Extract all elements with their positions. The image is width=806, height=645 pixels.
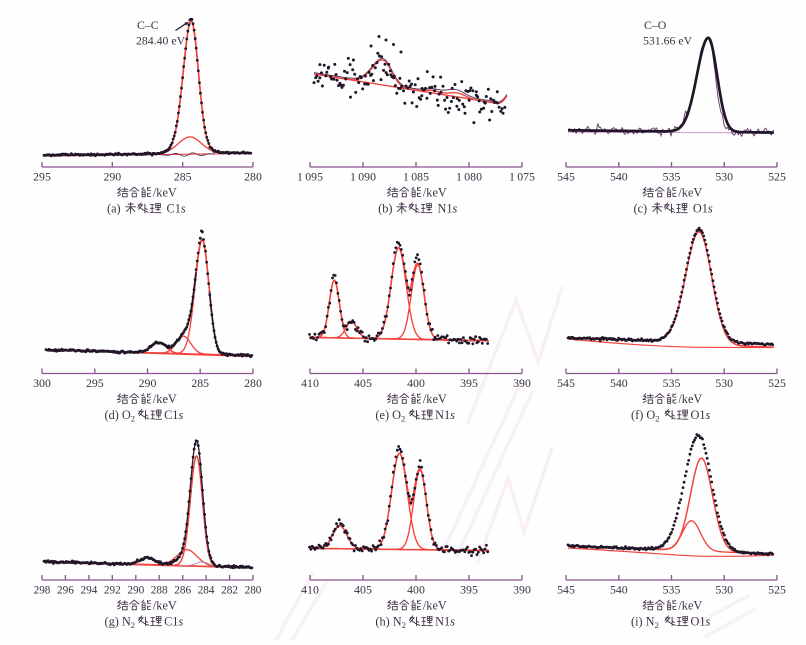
svg-text:390: 390 (513, 376, 531, 390)
svg-text:/keV: /keV (678, 599, 702, 613)
svg-text:/keV: /keV (678, 186, 702, 200)
svg-text:535: 535 (663, 376, 681, 390)
svg-text:390: 390 (513, 583, 531, 597)
svg-text:N1s: N1s (438, 202, 458, 216)
svg-text:531.66 eV: 531.66 eV (643, 34, 693, 48)
svg-text:/keV: /keV (423, 392, 447, 406)
svg-text:C1s: C1s (164, 408, 183, 422)
svg-text:/keV: /keV (423, 186, 447, 200)
svg-text:540: 540 (610, 583, 628, 597)
svg-text:296: 296 (57, 585, 74, 597)
svg-text:/keV: /keV (153, 186, 177, 200)
svg-text:395: 395 (460, 376, 478, 390)
svg-text:1 090: 1 090 (350, 170, 376, 184)
svg-text:1 085: 1 085 (403, 170, 429, 184)
svg-text:O1s: O1s (691, 408, 711, 422)
svg-text:530: 530 (715, 583, 733, 597)
svg-text:295: 295 (33, 170, 51, 184)
svg-text:525: 525 (768, 376, 786, 390)
svg-text:1 075: 1 075 (509, 170, 535, 184)
svg-text:300: 300 (33, 376, 51, 390)
svg-text:N1s: N1s (435, 408, 455, 422)
svg-text:290: 290 (103, 170, 121, 184)
svg-text:395: 395 (460, 583, 478, 597)
svg-text:O1s: O1s (693, 202, 713, 216)
svg-text:285: 285 (191, 376, 209, 390)
svg-text:(e) O2: (e) O2 (375, 408, 405, 424)
svg-text:286: 286 (174, 585, 191, 597)
svg-text:(d) O2: (d) O2 (105, 408, 136, 424)
svg-text:290: 290 (139, 376, 157, 390)
svg-text:410: 410 (301, 376, 319, 390)
svg-text:N1s: N1s (435, 615, 455, 629)
svg-text:410: 410 (301, 583, 319, 597)
svg-text:/keV: /keV (423, 599, 447, 613)
svg-text:C–O: C–O (644, 18, 667, 32)
svg-text:405: 405 (354, 583, 372, 597)
svg-text:(h) N2: (h) N2 (375, 615, 406, 631)
svg-text:280: 280 (244, 376, 262, 390)
svg-text:292: 292 (104, 585, 121, 597)
svg-text:284: 284 (198, 585, 215, 597)
svg-text:288: 288 (151, 585, 168, 597)
svg-text:545: 545 (557, 583, 575, 597)
svg-text:525: 525 (768, 170, 786, 184)
svg-text:290: 290 (127, 585, 144, 597)
svg-text:530: 530 (715, 376, 733, 390)
svg-text:525: 525 (768, 583, 786, 597)
svg-text:282: 282 (221, 585, 238, 597)
svg-text:/keV: /keV (153, 392, 177, 406)
svg-text:400: 400 (407, 583, 425, 597)
svg-text:/keV: /keV (678, 392, 702, 406)
svg-text:(c): (c) (634, 202, 648, 216)
svg-text:535: 535 (663, 170, 681, 184)
svg-text:545: 545 (557, 376, 575, 390)
svg-text:O1s: O1s (691, 615, 711, 629)
svg-text:(g) N2: (g) N2 (105, 615, 136, 631)
svg-text:C1s: C1s (164, 615, 183, 629)
svg-text:1 080: 1 080 (456, 170, 482, 184)
svg-text:/keV: /keV (153, 599, 177, 613)
svg-text:540: 540 (610, 376, 628, 390)
svg-text:530: 530 (715, 170, 733, 184)
svg-text:(b): (b) (378, 202, 392, 216)
svg-text:535: 535 (663, 583, 681, 597)
svg-text:C1s: C1s (167, 202, 186, 216)
svg-text:298: 298 (34, 585, 51, 597)
svg-text:(i) N2: (i) N2 (631, 615, 659, 631)
svg-text:1 095: 1 095 (297, 170, 323, 184)
svg-text:295: 295 (86, 376, 104, 390)
svg-text:285: 285 (174, 170, 192, 184)
svg-text:405: 405 (354, 376, 372, 390)
svg-text:280: 280 (244, 170, 262, 184)
svg-text:280: 280 (245, 585, 262, 597)
svg-text:C–C: C–C (137, 18, 159, 32)
svg-text:(f) O2: (f) O2 (631, 408, 660, 424)
svg-text:540: 540 (610, 170, 628, 184)
svg-text:400: 400 (407, 376, 425, 390)
svg-text:(a): (a) (107, 202, 121, 216)
svg-text:284.40 eV: 284.40 eV (136, 34, 186, 48)
svg-text:294: 294 (81, 585, 98, 597)
svg-text:545: 545 (557, 170, 575, 184)
